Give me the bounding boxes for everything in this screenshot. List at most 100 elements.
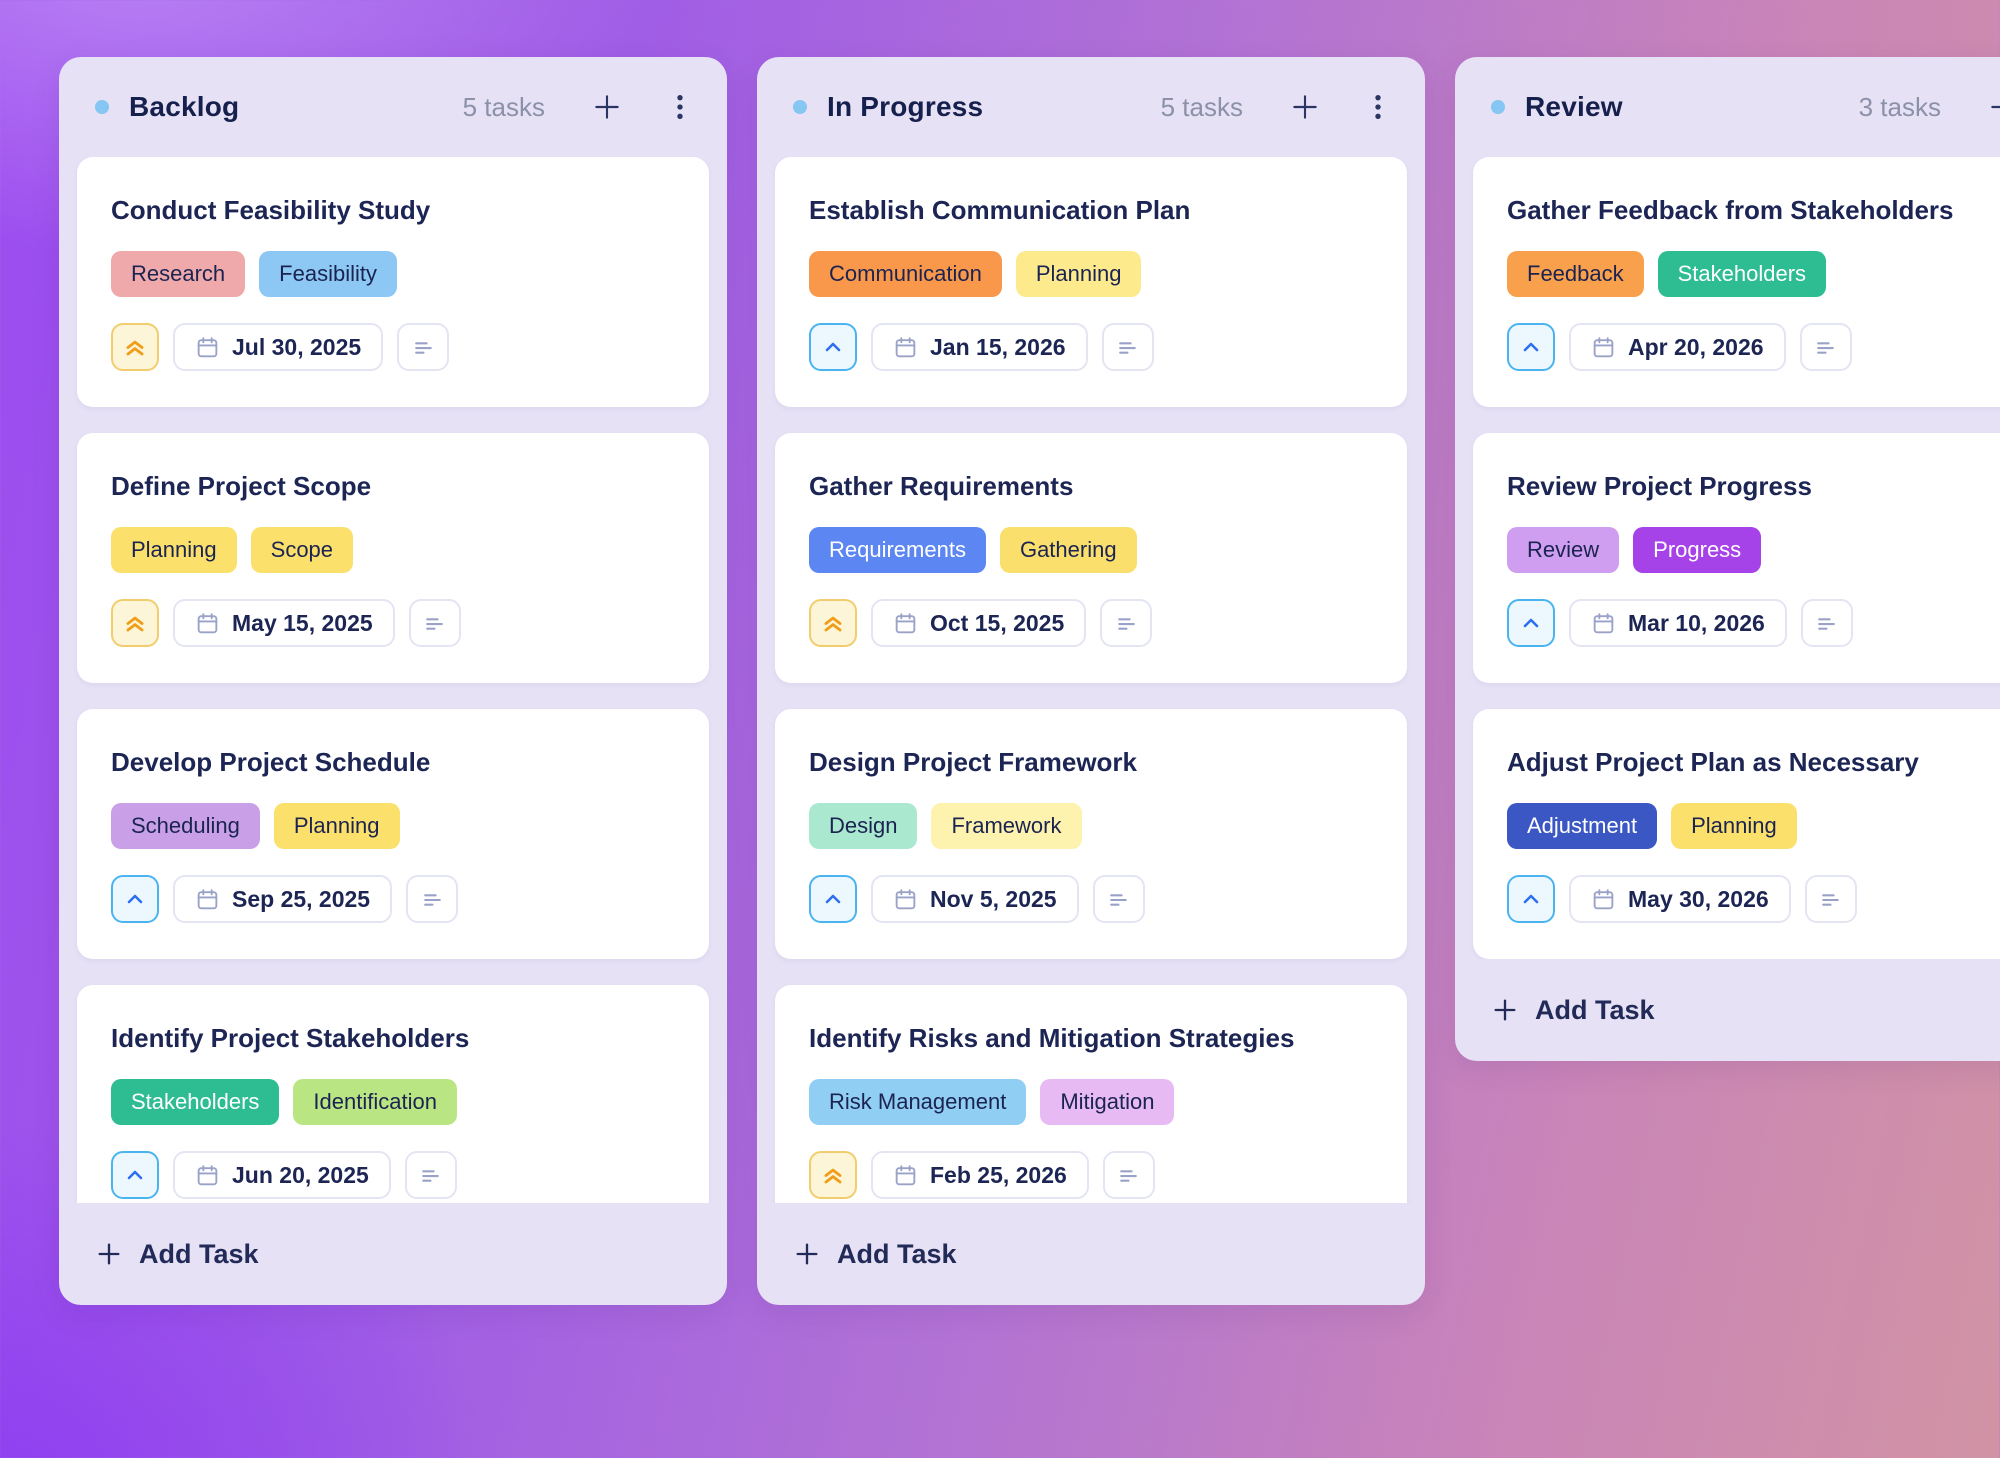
tag-list: Requirements Gathering bbox=[809, 527, 1373, 573]
tag-list: Risk Management Mitigation bbox=[809, 1079, 1373, 1125]
text-lines-icon bbox=[414, 341, 432, 354]
task-meta: Jul 30, 2025 bbox=[111, 323, 675, 371]
description-button[interactable] bbox=[1799, 323, 1852, 371]
add-task-button[interactable]: Add Task bbox=[793, 1239, 957, 1270]
description-button[interactable] bbox=[1102, 1151, 1155, 1199]
priority-badge[interactable] bbox=[111, 1151, 159, 1199]
due-date-label: Feb 25, 2026 bbox=[930, 1161, 1067, 1188]
due-date-chip[interactable]: May 30, 2026 bbox=[1569, 875, 1791, 923]
priority-badge[interactable] bbox=[809, 599, 857, 647]
priority-badge[interactable] bbox=[1507, 599, 1555, 647]
description-button[interactable] bbox=[1100, 599, 1153, 647]
task-card[interactable]: Conduct Feasibility Study Research Feasi… bbox=[77, 157, 709, 407]
due-date-label: Oct 15, 2025 bbox=[930, 609, 1065, 636]
calendar-icon bbox=[1593, 888, 1614, 909]
priority-badge[interactable] bbox=[809, 323, 857, 371]
task-meta: Jan 15, 2026 bbox=[809, 323, 1373, 371]
priority-badge[interactable] bbox=[1507, 323, 1555, 371]
task-card[interactable]: Review Project Progress Review Progress … bbox=[1473, 433, 2000, 683]
column-header: In Progress 5 tasks bbox=[757, 57, 1425, 157]
priority-badge[interactable] bbox=[111, 875, 159, 923]
tag-list: Adjustment Planning bbox=[1507, 803, 2000, 849]
task-title: Develop Project Schedule bbox=[111, 747, 431, 777]
column-header: Backlog 5 tasks bbox=[59, 57, 727, 157]
add-card-button[interactable] bbox=[1289, 91, 1321, 123]
due-date-chip[interactable]: Jul 30, 2025 bbox=[173, 323, 384, 371]
column-menu-button[interactable] bbox=[1371, 93, 1385, 121]
add-task-button[interactable]: Add Task bbox=[95, 1239, 259, 1270]
task-card[interactable]: Develop Project Schedule Scheduling Plan… bbox=[77, 709, 709, 959]
priority-badge[interactable] bbox=[111, 323, 159, 371]
task-meta: Oct 15, 2025 bbox=[809, 599, 1373, 647]
tag: Adjustment bbox=[1507, 803, 1658, 849]
task-card[interactable]: Define Project Scope Planning Scope May … bbox=[77, 433, 709, 683]
add-card-button[interactable] bbox=[591, 91, 623, 123]
task-card[interactable]: Establish Communication Plan Communicati… bbox=[775, 157, 1407, 407]
priority-badge[interactable] bbox=[1507, 875, 1555, 923]
task-count: 5 tasks bbox=[462, 91, 545, 122]
due-date-label: Sep 25, 2025 bbox=[232, 885, 371, 912]
due-date-chip[interactable]: Nov 5, 2025 bbox=[871, 875, 1079, 923]
due-date-chip[interactable]: Sep 25, 2025 bbox=[173, 875, 393, 923]
description-button[interactable] bbox=[1101, 323, 1154, 371]
card-list: Conduct Feasibility Study Research Feasi… bbox=[59, 157, 727, 1203]
add-card-button[interactable] bbox=[1987, 91, 2000, 123]
chevron-up-icon bbox=[1523, 342, 1539, 352]
due-date-chip[interactable]: May 15, 2025 bbox=[173, 599, 395, 647]
task-title: Establish Communication Plan bbox=[809, 195, 1191, 225]
plus-icon bbox=[595, 95, 619, 119]
due-date-chip[interactable]: Apr 20, 2026 bbox=[1569, 323, 1786, 371]
priority-badge[interactable] bbox=[809, 875, 857, 923]
priority-badge[interactable] bbox=[111, 599, 159, 647]
calendar-icon bbox=[197, 612, 218, 633]
tag: Stakeholders bbox=[111, 1079, 280, 1125]
column-footer: Add Task bbox=[1455, 959, 2000, 1061]
due-date-chip[interactable]: Jun 20, 2025 bbox=[173, 1151, 391, 1199]
plus-icon bbox=[1991, 105, 2000, 109]
due-date-chip[interactable]: Oct 15, 2025 bbox=[871, 599, 1087, 647]
task-card[interactable]: Identify Project Stakeholders Stakeholde… bbox=[77, 985, 709, 1203]
task-card[interactable]: Identify Risks and Mitigation Strategies… bbox=[775, 985, 1407, 1203]
due-date-chip[interactable]: Mar 10, 2026 bbox=[1569, 599, 1787, 647]
description-button[interactable] bbox=[406, 875, 459, 923]
tag-list: Scheduling Planning bbox=[111, 803, 675, 849]
task-card[interactable]: Design Project Framework Design Framewor… bbox=[775, 709, 1407, 959]
text-lines-icon bbox=[1119, 341, 1136, 354]
chevron-up-icon bbox=[1523, 894, 1539, 904]
description-button[interactable] bbox=[408, 599, 461, 647]
column-header: Review 3 tasks bbox=[1455, 57, 2000, 157]
tag: Design bbox=[809, 803, 918, 849]
task-card[interactable]: Gather Requirements Requirements Gatheri… bbox=[775, 433, 1407, 683]
status-dot-icon bbox=[95, 100, 109, 114]
tag: Progress bbox=[1633, 527, 1762, 573]
description-button[interactable] bbox=[1800, 599, 1853, 647]
calendar-icon bbox=[1593, 612, 1614, 633]
description-button[interactable] bbox=[397, 323, 450, 371]
add-task-button[interactable]: Add Task bbox=[1491, 995, 1655, 1026]
tag: Communication bbox=[809, 251, 1002, 297]
column-footer: Add Task bbox=[757, 1203, 1425, 1305]
priority-badge[interactable] bbox=[809, 1151, 857, 1199]
task-title: Design Project Framework bbox=[809, 747, 1137, 777]
due-date-chip[interactable]: Feb 25, 2026 bbox=[871, 1151, 1089, 1199]
plus-icon bbox=[1494, 999, 1516, 1021]
tag-list: Communication Planning bbox=[809, 251, 1373, 297]
task-meta: Nov 5, 2025 bbox=[809, 875, 1373, 923]
task-card[interactable]: Gather Feedback from Stakeholders Feedba… bbox=[1473, 157, 2000, 407]
task-meta: Jun 20, 2025 bbox=[111, 1151, 675, 1199]
due-date-label: May 30, 2026 bbox=[1628, 885, 1769, 912]
column-backlog: Backlog 5 tasks Conduct Feasibility Stud… bbox=[59, 57, 727, 1305]
column-menu-button[interactable] bbox=[673, 93, 687, 121]
description-button[interactable] bbox=[1092, 875, 1145, 923]
tag: Scheduling bbox=[111, 803, 260, 849]
due-date-chip[interactable]: Jan 15, 2026 bbox=[871, 323, 1088, 371]
calendar-icon bbox=[895, 1164, 916, 1185]
text-lines-icon bbox=[1818, 617, 1836, 630]
description-button[interactable] bbox=[1804, 875, 1857, 923]
task-card[interactable]: Adjust Project Plan as Necessary Adjustm… bbox=[1473, 709, 2000, 959]
chevron-up-icon bbox=[1523, 618, 1539, 628]
task-count: 5 tasks bbox=[1160, 91, 1243, 122]
description-button[interactable] bbox=[404, 1151, 457, 1199]
task-meta: May 30, 2026 bbox=[1507, 875, 2000, 923]
tag-list: Review Progress bbox=[1507, 527, 2000, 573]
